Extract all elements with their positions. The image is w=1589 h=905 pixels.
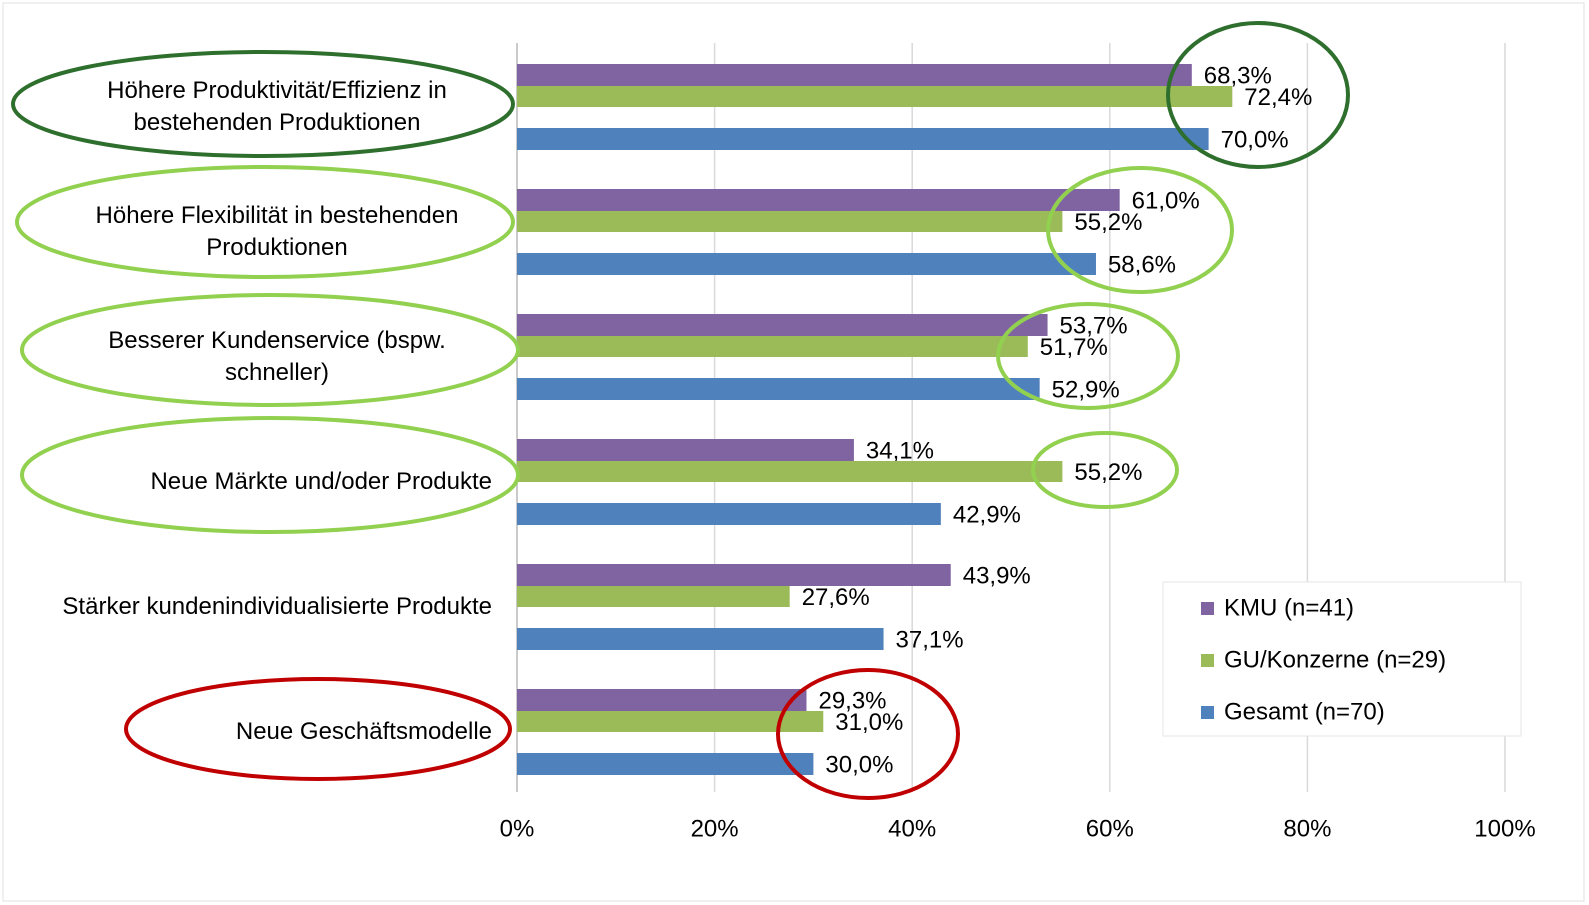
category-text: Neue Geschäftsmodelle bbox=[235, 718, 492, 745]
data-label: 34,1% bbox=[866, 437, 934, 464]
x-tick-label: 100% bbox=[1474, 815, 1535, 842]
bar bbox=[517, 336, 1028, 357]
annotation-ellipse bbox=[1046, 166, 1234, 294]
bar bbox=[517, 378, 1040, 400]
category-label: Höhere Flexibilität in bestehenden Produ… bbox=[62, 200, 492, 264]
data-label: 53,7% bbox=[1060, 312, 1128, 339]
legend-label: GU/Konzerne (n=29) bbox=[1224, 646, 1446, 673]
x-tick-label: 40% bbox=[888, 815, 936, 842]
x-tick-label: 20% bbox=[691, 815, 739, 842]
category-label: Stärker kundenindividualisierte Produkte bbox=[62, 591, 492, 623]
bar bbox=[517, 753, 814, 775]
bar bbox=[517, 689, 807, 711]
category-text: Höhere Flexibilität in bestehenden Produ… bbox=[95, 202, 459, 261]
data-label: 55,2% bbox=[1074, 209, 1142, 236]
x-tick-label: 80% bbox=[1283, 815, 1331, 842]
data-label: 72,4% bbox=[1244, 84, 1312, 111]
category-label: Höhere Produktivität/Effizienz in besteh… bbox=[62, 75, 492, 139]
data-label: 43,9% bbox=[963, 562, 1031, 589]
category-text: Stärker kundenindividualisierte Produkte bbox=[62, 593, 492, 620]
annotation-ellipse bbox=[996, 302, 1180, 410]
data-label: 52,9% bbox=[1052, 376, 1120, 403]
bar bbox=[517, 253, 1096, 275]
category-label: Neue Geschäftsmodelle bbox=[62, 716, 492, 748]
data-label: 55,2% bbox=[1074, 459, 1142, 486]
bar bbox=[517, 586, 790, 607]
bar bbox=[517, 86, 1233, 107]
data-label: 58,6% bbox=[1108, 251, 1176, 278]
annotation-ellipse bbox=[776, 668, 960, 800]
x-tick-label: 0% bbox=[500, 815, 535, 842]
annotation-ellipse bbox=[124, 677, 512, 781]
category-label: Besserer Kundenservice (bspw. schneller) bbox=[62, 325, 492, 389]
category-text: Neue Märkte und/oder Produkte bbox=[150, 468, 492, 495]
annotation-ellipse bbox=[15, 165, 515, 279]
annotation-ellipse bbox=[20, 293, 520, 407]
bar bbox=[517, 564, 951, 586]
data-label: 68,3% bbox=[1204, 62, 1272, 89]
data-label: 31,0% bbox=[835, 709, 903, 736]
bar bbox=[517, 211, 1063, 232]
data-label: 42,9% bbox=[953, 501, 1021, 528]
bar bbox=[517, 503, 941, 525]
category-label: Neue Märkte und/oder Produkte bbox=[62, 466, 492, 498]
legend-swatch bbox=[1201, 706, 1214, 719]
bar bbox=[517, 189, 1120, 211]
legend-label: Gesamt (n=70) bbox=[1224, 698, 1385, 725]
bar bbox=[517, 314, 1048, 336]
legend-label: KMU (n=41) bbox=[1224, 594, 1354, 621]
x-tick-label: 60% bbox=[1086, 815, 1134, 842]
bar bbox=[517, 628, 884, 650]
data-label: 29,3% bbox=[818, 687, 886, 714]
data-label: 61,0% bbox=[1132, 187, 1200, 214]
data-label: 30,0% bbox=[825, 751, 893, 778]
bar bbox=[517, 128, 1209, 150]
legend-box bbox=[1162, 581, 1522, 737]
data-label: 27,6% bbox=[802, 584, 870, 611]
annotation-ellipse bbox=[1031, 431, 1179, 509]
annotation-ellipse bbox=[1166, 21, 1350, 169]
bar bbox=[517, 64, 1192, 86]
bar bbox=[517, 439, 854, 461]
data-label: 51,7% bbox=[1040, 334, 1108, 361]
bar bbox=[517, 711, 824, 732]
data-label: 37,1% bbox=[896, 626, 964, 653]
category-text: Besserer Kundenservice (bspw. schneller) bbox=[108, 327, 446, 386]
category-text: Höhere Produktivität/Effizienz in besteh… bbox=[107, 77, 447, 136]
legend-swatch bbox=[1201, 654, 1214, 667]
annotation-ellipse bbox=[20, 416, 520, 534]
legend-swatch bbox=[1201, 602, 1214, 615]
annotation-ellipse bbox=[11, 50, 515, 158]
data-label: 70,0% bbox=[1221, 126, 1289, 153]
bar bbox=[517, 461, 1063, 482]
